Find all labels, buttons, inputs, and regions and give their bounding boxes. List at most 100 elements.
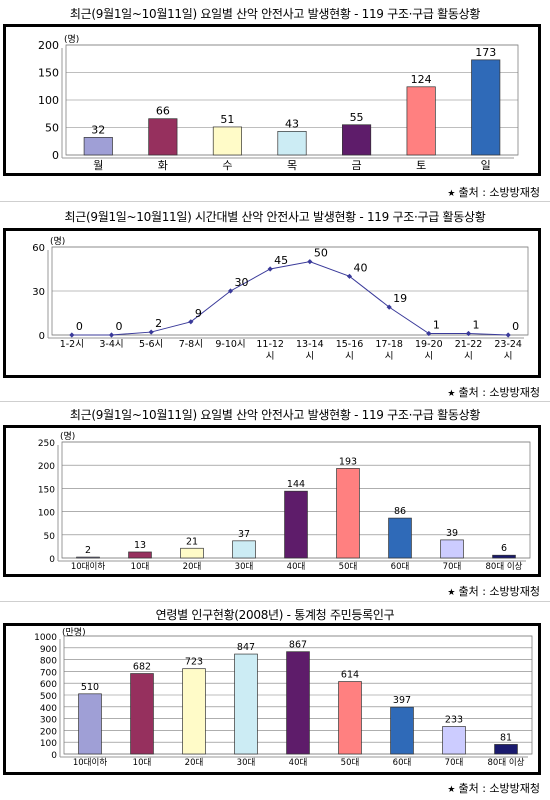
x-tick-label: 21-22 시 xyxy=(455,339,483,362)
data-label: 0 xyxy=(512,320,519,333)
y-tick-label: 60 xyxy=(32,243,45,254)
data-label: 50 xyxy=(314,247,328,260)
bar xyxy=(440,539,464,559)
data-label: 233 xyxy=(445,715,463,726)
bar xyxy=(336,468,360,559)
chart-1-frame: 0 50 100 150 200 (명) 32 월 66 화 51 수 43 목 55 금 124 토 173 일 xyxy=(3,24,541,176)
x-tick-label: 5-6시 xyxy=(139,339,163,350)
chart-1-title: 최근(9월1일~10월11일) 요일별 산악 안전사고 발생현황 - 119 구… xyxy=(69,7,481,21)
chart-4-source: ★ 출처 : 소방방재청 xyxy=(447,780,540,796)
x-tick-label: 60대 xyxy=(391,562,410,572)
x-tick-label: 40대 xyxy=(289,758,308,768)
data-label: 37 xyxy=(238,529,250,540)
bar xyxy=(128,551,152,559)
data-label: 13 xyxy=(134,540,146,551)
divider-2 xyxy=(0,401,550,402)
data-label: 682 xyxy=(133,662,151,673)
data-point xyxy=(386,304,392,310)
chart-2-svg: 0 30 60 (명) 0 1-2시 0 3-4시 2 5-6시 9 7-8시 30 9-10시 45 11-… xyxy=(32,236,529,362)
chart-3-title: 최근(9월1일~10월11일) 요일별 산악 안전사고 발생현황 - 119 구… xyxy=(69,408,481,422)
x-tick-label: 10대 xyxy=(131,562,150,572)
data-point xyxy=(227,288,234,294)
y-tick-label: 0 xyxy=(52,149,59,162)
chart-3-source-text: 출처 : 소방방재청 xyxy=(458,585,540,598)
data-label: 19 xyxy=(393,292,407,305)
data-label: 614 xyxy=(341,670,359,681)
data-label: 39 xyxy=(446,528,458,539)
divider-1 xyxy=(0,201,550,202)
bar xyxy=(130,673,154,755)
x-tick-label: 10대이하 xyxy=(73,757,107,768)
y-tick-label: 50 xyxy=(44,532,56,542)
data-point xyxy=(465,330,472,337)
data-label: 1 xyxy=(433,319,440,332)
data-label: 30 xyxy=(235,276,249,289)
data-label: 867 xyxy=(289,640,307,651)
chart-3-source: ★ 출처 : 소방방재청 xyxy=(447,583,540,599)
x-tick-label: 10대 xyxy=(133,758,152,768)
data-label: 0 xyxy=(116,320,123,333)
data-label: 2 xyxy=(155,317,162,330)
x-tick-label: 19-20 시 xyxy=(415,339,443,362)
y-tick-label: 500 xyxy=(40,692,57,702)
y-unit-label: (명) xyxy=(50,236,65,247)
chart-3-svg: 0 50 100 150 200 250 (명) 2 10대이하 13 10대 21 20대 37 30대 1… xyxy=(38,431,531,572)
y-tick-label: 0 xyxy=(39,331,45,342)
data-point xyxy=(69,332,75,338)
chart-1-source-text: 출처 : 소방방재청 xyxy=(458,186,540,199)
bar xyxy=(212,126,242,156)
bar xyxy=(471,59,501,156)
bar xyxy=(406,86,436,156)
data-label: 1 xyxy=(473,319,480,332)
x-tick-label: 토 xyxy=(416,159,426,172)
data-label: 86 xyxy=(394,506,406,517)
x-tick-label: 7-8시 xyxy=(179,339,203,350)
series-line xyxy=(71,261,509,336)
bar xyxy=(148,118,178,156)
y-tick-label: 100 xyxy=(40,739,57,749)
x-tick-label: 70대 xyxy=(445,758,464,768)
data-label: 847 xyxy=(237,642,255,653)
bar xyxy=(442,726,466,755)
bar xyxy=(182,668,206,755)
y-unit-label: (명) xyxy=(64,34,79,45)
y-unit-label: (만명) xyxy=(62,627,86,638)
chart-2-frame: 0 30 60 (명) 0 1-2시 0 3-4시 2 5-6시 9 7-8시 30 9-10시 45 11-… xyxy=(3,228,541,378)
data-label: 193 xyxy=(339,456,357,467)
chart-4-source-text: 출처 : 소방방재청 xyxy=(458,782,540,795)
x-tick-label: 화 xyxy=(158,159,168,172)
data-label: 9 xyxy=(195,307,202,320)
y-tick-label: 200 xyxy=(40,727,57,737)
bar xyxy=(390,706,414,755)
bar xyxy=(492,554,516,559)
x-tick-label: 목 xyxy=(287,159,297,172)
bar xyxy=(83,137,113,156)
bar xyxy=(494,744,518,755)
bar xyxy=(342,124,372,156)
y-tick-label: 300 xyxy=(40,716,57,726)
x-tick-label: 80대 이상 xyxy=(486,561,523,572)
bar xyxy=(388,517,412,559)
data-label: 0 xyxy=(76,320,83,333)
x-tick-label: 13-14 시 xyxy=(296,339,324,362)
x-tick-label: 금 xyxy=(352,159,362,172)
data-label: 21 xyxy=(186,536,198,547)
data-point xyxy=(108,332,115,338)
x-tick-label: 80대 이상 xyxy=(488,757,525,768)
data-label: 510 xyxy=(81,682,99,693)
x-tick-label: 30대 xyxy=(235,562,254,572)
y-tick-label: 1000 xyxy=(34,633,57,643)
source-bullet-icon: ★ xyxy=(447,189,456,199)
chart-1-source: ★ 출처 : 소방방재청 xyxy=(447,184,540,200)
bar xyxy=(234,653,258,755)
data-label: 81 xyxy=(500,732,512,743)
x-tick-label: 20대 xyxy=(183,562,202,572)
y-tick-label: 30 xyxy=(32,287,45,298)
x-tick-label: 60대 xyxy=(393,758,412,768)
x-tick-label: 40대 xyxy=(287,562,306,572)
y-tick-label: 400 xyxy=(40,704,57,714)
chart-2-source-text: 출처 : 소방방재청 xyxy=(458,386,540,399)
data-label: 124 xyxy=(411,73,432,86)
bar xyxy=(76,556,100,559)
data-point xyxy=(505,332,511,338)
